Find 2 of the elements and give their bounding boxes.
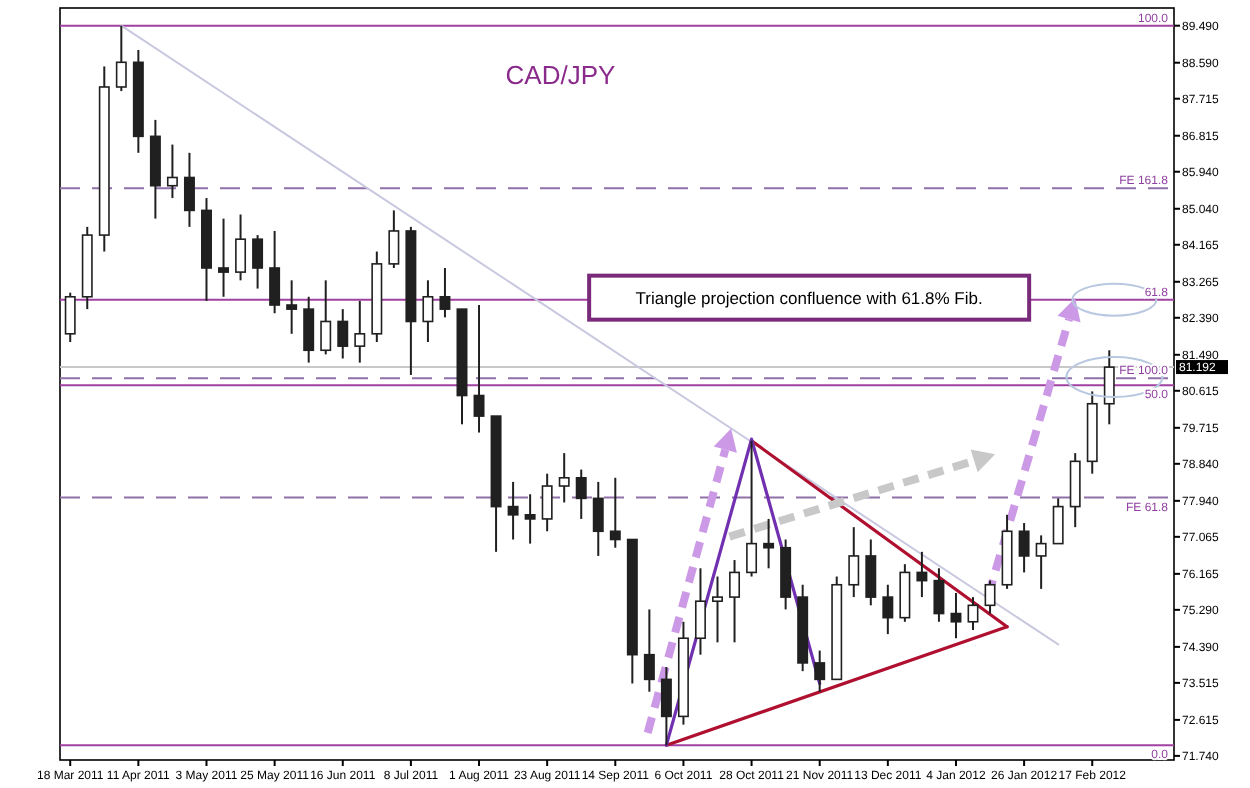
text: CAD/JPY [505,60,617,90]
annotation: Triangle projection confluence with 61.8% Fib. [635,287,983,308]
